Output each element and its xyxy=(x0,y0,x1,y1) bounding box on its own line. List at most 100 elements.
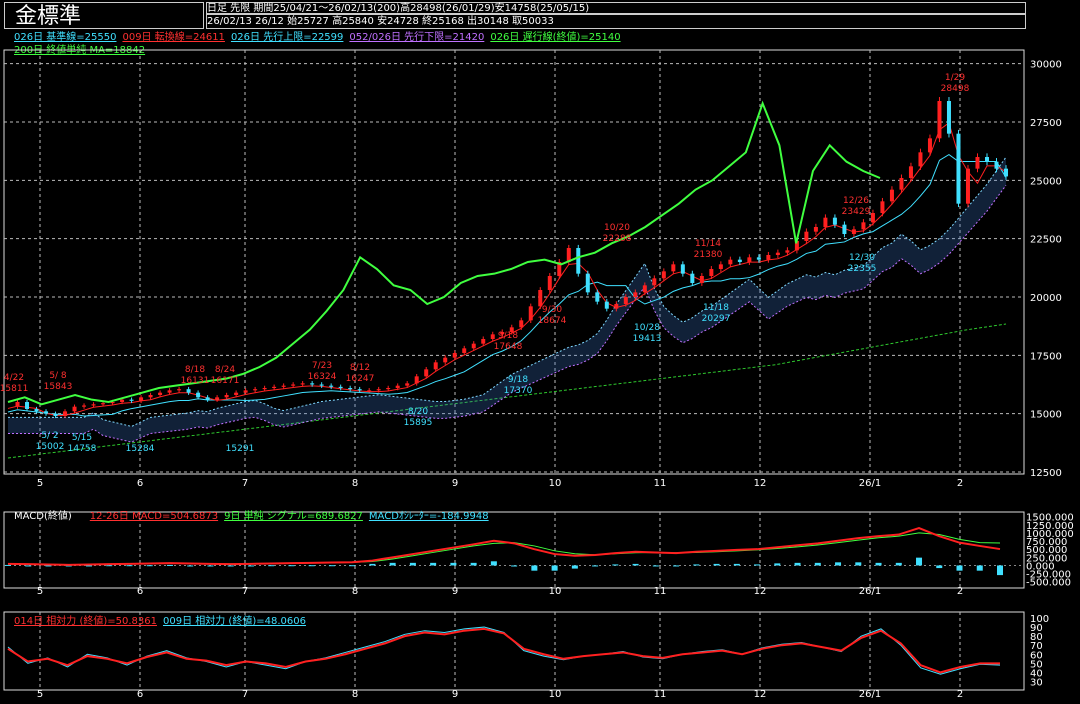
legend-item: 026日 基準線=25550 xyxy=(14,32,117,43)
candle-body xyxy=(148,395,153,398)
legend-label: MACD(終値) xyxy=(14,511,72,522)
macd-histogram-bar xyxy=(288,565,295,567)
legend-item: 009日 相対力 (終値)=48.0606 xyxy=(162,616,306,627)
candle-body xyxy=(376,389,381,391)
macd-histogram-bar xyxy=(814,562,821,566)
price-annotation-value: 15284 xyxy=(126,444,155,454)
rsi-tick-label: 100 xyxy=(1030,614,1049,625)
candle-body xyxy=(186,389,191,393)
macd-histogram-bar xyxy=(916,557,923,566)
candle-body xyxy=(652,278,657,286)
candle-body xyxy=(870,213,875,223)
main-legend-row1: 026日 基準線=25550 009日 転換線=24611 026日 先行上限=22… xyxy=(14,28,627,43)
macd-histogram-bar xyxy=(369,563,376,566)
x-tick-label: 2 xyxy=(957,689,963,700)
candle-body xyxy=(699,276,704,283)
macd-histogram-bar xyxy=(45,565,52,567)
macd-tick-label: -500.000 xyxy=(1026,578,1071,589)
price-annotation-value: 16171 xyxy=(211,376,240,386)
rsi-legend: 014日 相対力 (終値)=50.8361 009日 相対力 (終値)=48.06… xyxy=(14,612,312,627)
candle-body xyxy=(443,357,448,363)
macd-histogram-bar xyxy=(652,565,659,567)
macd-histogram-bar xyxy=(713,563,720,566)
candle-body xyxy=(215,397,220,400)
candle-body xyxy=(889,189,894,202)
candle-body xyxy=(196,392,201,398)
y-tick-label: 20000 xyxy=(1030,293,1062,304)
candle-body xyxy=(329,385,334,387)
candle-body xyxy=(424,369,429,377)
candle-body xyxy=(804,231,809,241)
x-tick-label: 7 xyxy=(242,478,248,489)
macd-histogram-bar xyxy=(450,562,457,566)
price-annotation-date: 9/30 xyxy=(542,305,562,315)
candle-body xyxy=(405,383,410,386)
candle-body xyxy=(557,262,562,276)
price-annotation-date: 11/18 xyxy=(703,303,729,313)
macd-histogram-bar xyxy=(187,565,194,567)
candle-body xyxy=(794,241,799,251)
candle-body xyxy=(129,399,134,401)
candle-body xyxy=(851,229,856,234)
macd-histogram-bar xyxy=(207,565,214,567)
macd-tick-label: 250.000 xyxy=(1026,553,1067,564)
macd-histogram-bar xyxy=(632,563,639,566)
x-tick-label: 12 xyxy=(754,478,767,489)
macd-histogram-bar xyxy=(693,564,700,566)
candle-body xyxy=(737,259,742,262)
price-annotation-value: 17648 xyxy=(494,342,523,352)
candle-body xyxy=(272,386,277,388)
candle-body xyxy=(25,402,30,409)
macd-tick-label: 500.000 xyxy=(1026,545,1067,556)
macd-histogram-bar xyxy=(65,565,72,567)
candle-body xyxy=(1004,168,1008,177)
macd-histogram-bar xyxy=(976,565,983,571)
candle-body xyxy=(44,411,49,414)
candle-body xyxy=(937,101,942,139)
macd-histogram-bar xyxy=(85,565,92,567)
x-tick-label: 9 xyxy=(452,586,458,597)
candle-body xyxy=(281,385,286,387)
price-annotation-date: 8/12 xyxy=(350,363,370,373)
legend-item: 026日 遅行線(終値)=25140 xyxy=(490,32,621,43)
candle-body xyxy=(139,397,144,401)
candle-body xyxy=(395,385,400,388)
lagging-span-line xyxy=(7,100,881,406)
panel-frame xyxy=(3,511,1025,589)
x-tick-label: 10 xyxy=(549,586,562,597)
candle-body xyxy=(471,343,476,349)
price-annotation-date: 11/14 xyxy=(695,239,721,249)
price-annotation-value: 16247 xyxy=(346,374,375,384)
price-annotation-date: 4/22 xyxy=(4,373,24,383)
macd-line xyxy=(7,526,1001,566)
x-tick-label: 2 xyxy=(957,586,963,597)
macd-histogram-bar xyxy=(5,564,11,566)
candle-body xyxy=(34,409,39,412)
macd-histogram-bar xyxy=(126,565,133,567)
price-annotation-date: 7/23 xyxy=(312,361,332,371)
x-tick-label: 12 xyxy=(754,586,767,597)
y-tick-label: 22500 xyxy=(1030,235,1062,246)
price-annotation-value: 28498 xyxy=(941,84,970,94)
macd-histogram-bar xyxy=(794,562,801,566)
candle-body xyxy=(519,320,524,328)
candle-body xyxy=(861,222,866,230)
candle-body xyxy=(718,264,723,269)
x-tick-label: 9 xyxy=(452,689,458,700)
price-annotation-date: 8/20 xyxy=(408,407,428,417)
x-tick-label: 6 xyxy=(137,586,143,597)
price-annotation-value: 15895 xyxy=(404,418,433,428)
kijun-line xyxy=(7,154,1007,417)
price-annotation-date: 8/18 xyxy=(185,365,205,375)
candle-body xyxy=(120,399,125,402)
legend-item: 9日 単純 シグナル=689.6827 xyxy=(224,511,363,522)
legend-item: 052/026日 先行下限=21420 xyxy=(349,32,485,43)
price-annotation-value: 18674 xyxy=(538,316,567,326)
macd-histogram-bar xyxy=(531,565,538,571)
macd-histogram-bar xyxy=(875,562,882,566)
x-tick-label: 11 xyxy=(654,586,667,597)
candle-body xyxy=(927,138,932,153)
candle-body xyxy=(253,389,258,391)
y-tick-label: 17500 xyxy=(1030,351,1062,362)
macd-histogram-bar xyxy=(349,565,356,567)
